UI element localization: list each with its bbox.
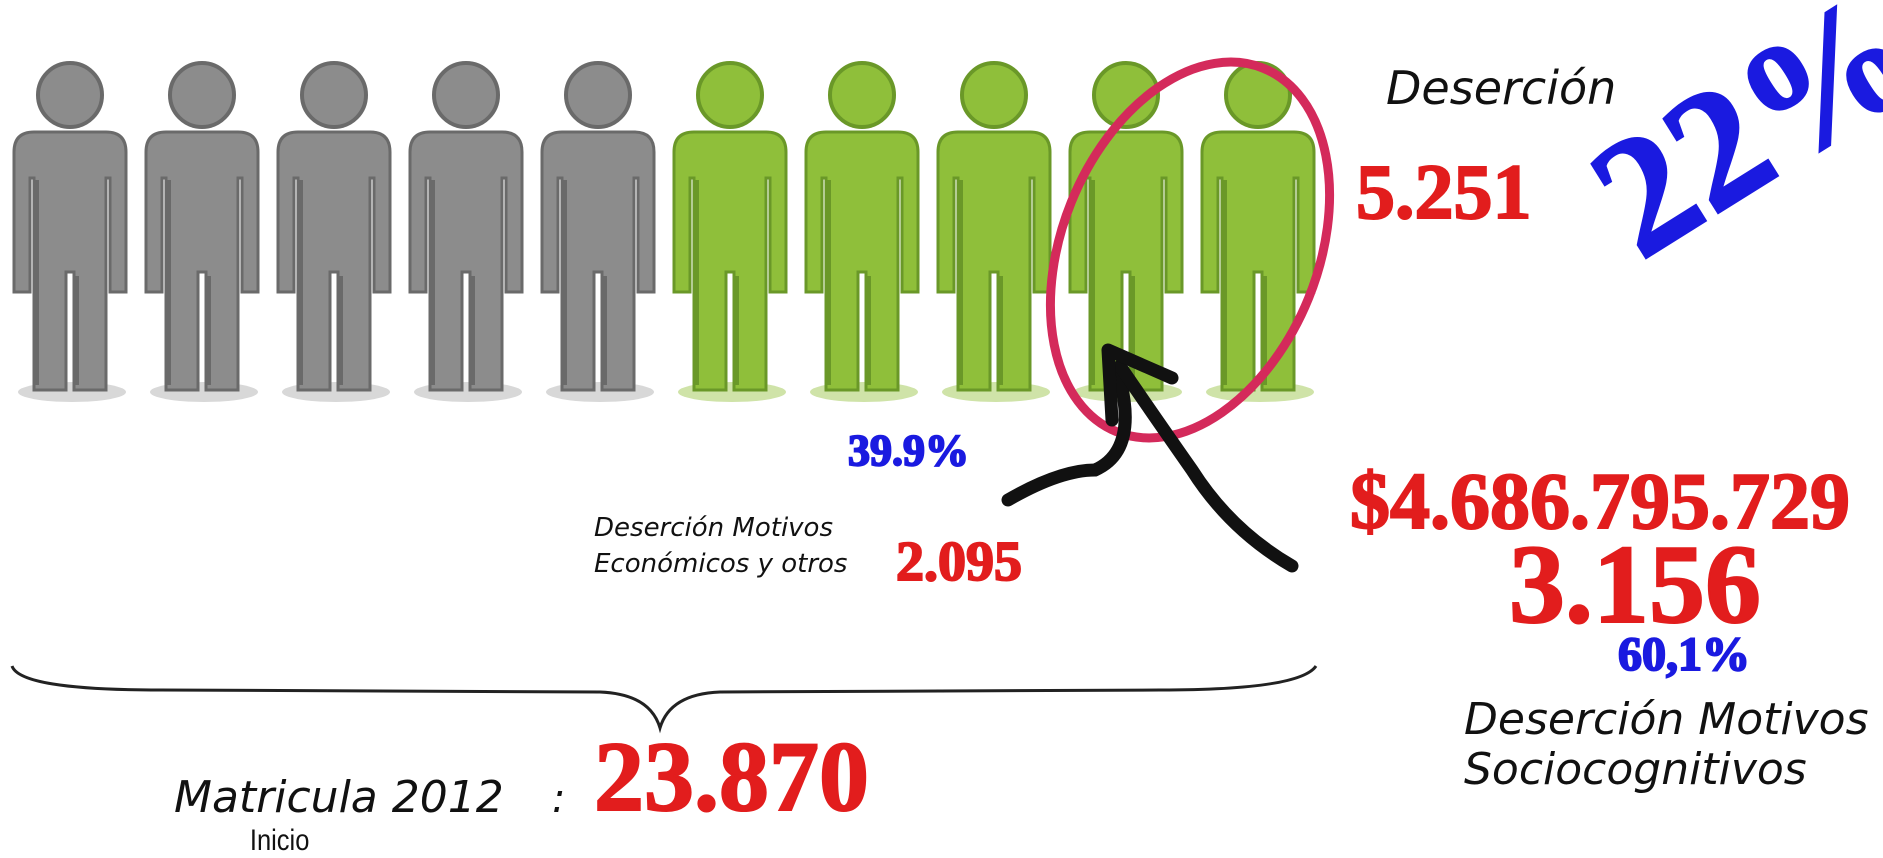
sociocognitive-percent: 60,1%: [1618, 628, 1750, 681]
economic-label: Económicos y otros: [594, 549, 847, 579]
person-body: [938, 132, 1050, 390]
highlight-ellipse: [998, 20, 1382, 479]
enrollment-label: Matricula 2012: [174, 772, 504, 823]
person-head: [302, 63, 366, 127]
desertion-count: 5.251: [1356, 148, 1532, 235]
person-body: [14, 132, 126, 390]
economic-label: Deserción Motivos: [594, 513, 833, 543]
person-body: [410, 132, 522, 390]
person-head: [830, 63, 894, 127]
person-body: [674, 132, 786, 390]
brace: [12, 666, 1316, 728]
person-body: [1202, 132, 1314, 390]
person-head: [962, 63, 1026, 127]
infographic: Deserción 5.251 22% 39.9% Deserción Moti…: [0, 0, 1883, 858]
person-head: [38, 63, 102, 127]
enrollment-count: 23.870: [594, 721, 869, 832]
person-head: [566, 63, 630, 127]
sociocognitive-label: Deserción Motivos: [1464, 694, 1869, 745]
person-head: [698, 63, 762, 127]
desertion-label: Deserción: [1386, 61, 1616, 115]
person-body: [146, 132, 258, 390]
person-body: [278, 132, 390, 390]
economic-percent: 39.9%: [848, 426, 969, 475]
sociocognitive-label: Sociocognitivos: [1464, 744, 1807, 795]
person-body: [806, 132, 918, 390]
separator: :: [552, 776, 565, 822]
desertion-percent: 22%: [1560, 0, 1883, 293]
person-body: [542, 132, 654, 390]
person-head: [434, 63, 498, 127]
enrollment-sublabel: Inicio: [250, 823, 310, 856]
economic-count: 2.095: [896, 531, 1022, 593]
person-head: [170, 63, 234, 127]
